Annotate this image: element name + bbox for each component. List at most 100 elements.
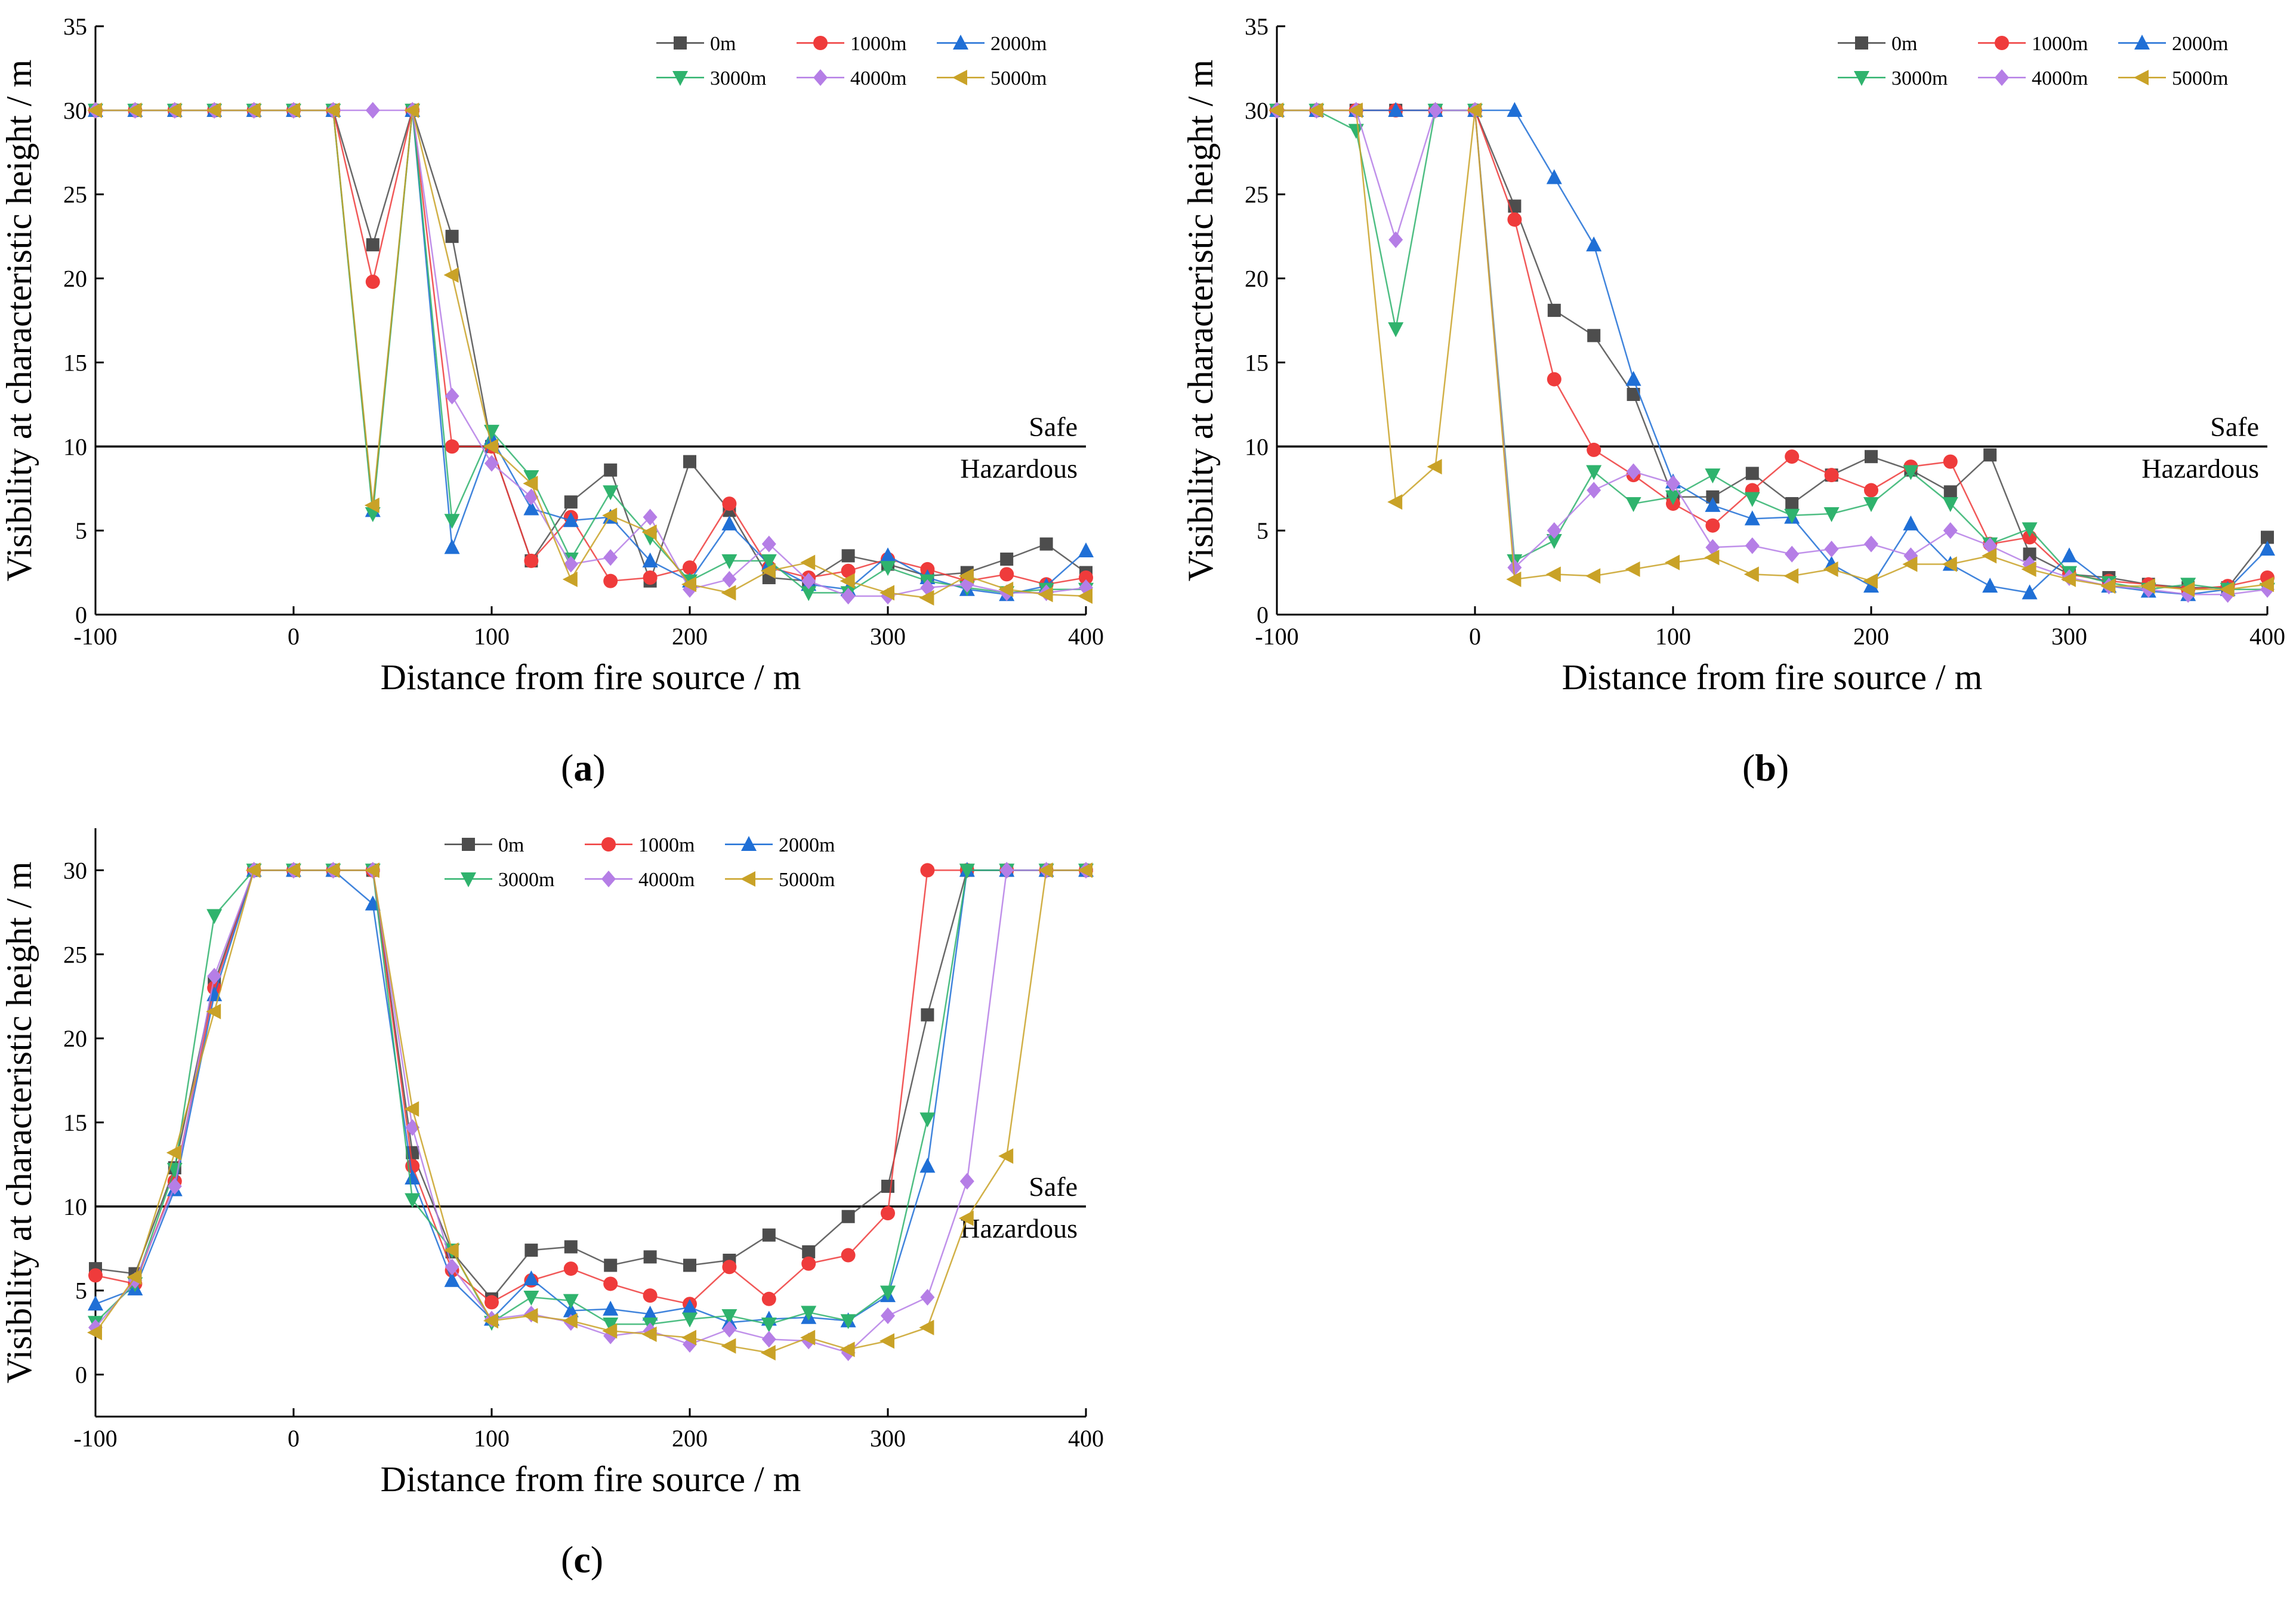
legend-marker [2134,35,2150,50]
data-point [841,1210,855,1223]
data-point [760,1344,776,1361]
x-tick-label: 100 [474,623,510,650]
data-point [1507,212,1522,227]
data-point [166,1144,181,1161]
data-point [1704,550,1720,566]
legend-marker [674,36,687,50]
x-tick-label: 300 [870,623,906,650]
data-point [523,470,539,485]
data-point [2021,561,2036,577]
x-tick-label: 100 [474,1425,510,1452]
panel-label: (a) [561,746,606,789]
data-point [921,1008,934,1022]
y-tick-label: 15 [63,349,87,376]
data-point [602,507,618,523]
legend-item: 0m [445,834,524,856]
data-point [801,572,816,590]
legend-marker [953,35,968,50]
data-point [564,1240,578,1254]
data-point [563,1261,578,1276]
data-point [1625,497,1641,513]
legend-label: 0m [1891,33,1917,55]
data-point [1000,553,1014,566]
legend: 0m 1000m 2000m 3000m 4000m 5000m [656,33,1047,90]
data-point [999,567,1014,582]
data-point [524,1244,538,1257]
x-tick-label: 100 [1655,623,1691,650]
data-point [721,515,737,530]
y-tick-label: 30 [63,857,87,884]
data-point [683,1258,696,1272]
data-point [643,1288,658,1303]
data-point [1585,568,1601,584]
data-point [1547,304,1561,317]
data-point [1506,571,1522,587]
data-point [1943,454,1958,469]
safe-zone-label: Safe [2210,411,2259,442]
data-point [643,508,658,526]
data-point [920,1288,935,1306]
data-point [1625,561,1640,577]
data-point [1347,102,1363,118]
data-point [562,1313,578,1329]
data-point [721,1309,737,1324]
data-point [1903,515,1919,530]
data-point [800,554,816,570]
y-tick-label: 35 [1245,13,1269,40]
data-point [881,1206,895,1221]
data-point [604,1258,618,1272]
legend-label: 3000m [498,869,554,891]
data-point [1943,485,1957,499]
data-point [683,560,697,575]
data-point [682,1298,698,1314]
data-point [641,1326,657,1342]
x-tick-label: 300 [2051,623,2087,650]
data-point [2061,571,2076,587]
data-point [444,1272,460,1287]
y-axis-title: Visibility at characteristic height / m [0,60,39,581]
data-point [958,1210,974,1226]
data-point [445,230,459,243]
x-axis-title: Distance from fire source / m [1562,658,1983,697]
y-axis-title: Visibility at characteristic height / m [1181,60,1220,581]
data-point [445,439,459,454]
legend-marker [601,837,616,852]
data-point [958,568,974,584]
data-point [919,590,934,606]
data-point [603,573,618,588]
legend-item: 2000m [2118,33,2228,55]
data-point [881,1307,895,1324]
data-point [443,267,459,283]
data-point [880,547,896,563]
legend-item: 4000m [1978,67,2088,90]
data-point [841,549,855,563]
data-point [802,1245,816,1258]
data-point [564,495,578,509]
series-5000m [87,102,1093,606]
data-point [841,1248,856,1263]
legend-marker [813,36,828,50]
y-tick-label: 5 [1257,517,1269,544]
y-tick-label: 25 [1245,181,1269,208]
data-point [841,563,856,578]
data-point [1824,468,1839,483]
data-point [484,455,499,472]
data-point [285,862,300,878]
x-axis-title: Distance from fire source / m [381,1460,801,1499]
data-point [801,1256,816,1271]
data-point [1705,468,1721,484]
data-point [1467,102,1482,118]
series-5000m [87,862,1093,1361]
data-point [1427,459,1442,475]
data-point [405,1169,421,1184]
data-point [1785,497,1799,511]
data-point [998,1148,1014,1164]
data-point [2140,578,2155,594]
data-point [880,561,896,576]
data-point [722,1260,737,1275]
data-point [87,102,102,118]
data-point [1865,450,1878,464]
data-point [880,1285,896,1301]
data-point [1902,556,1918,572]
data-point [1388,231,1403,248]
